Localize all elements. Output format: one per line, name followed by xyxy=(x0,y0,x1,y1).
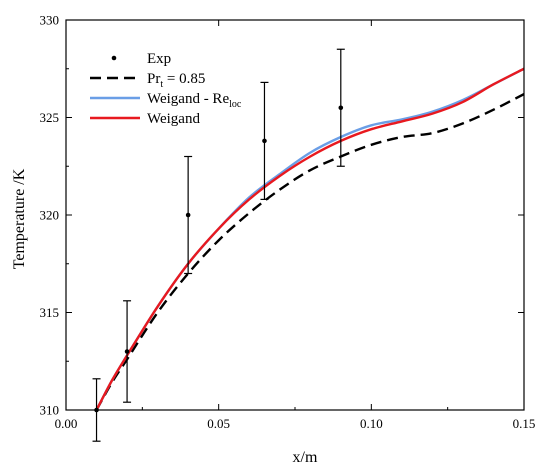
legend-label-sub-2: loc xyxy=(229,99,242,110)
legend-label-2: Weigand - Reloc xyxy=(147,91,242,110)
x-axis-title: x/m xyxy=(293,449,318,466)
axes: 0.00 0.05 0.10 0.15 310 315 320 325 330 xyxy=(40,13,536,432)
series-lines xyxy=(95,67,524,410)
x-tick-label-3: 0.15 xyxy=(513,416,536,431)
y-tick-label-4: 330 xyxy=(40,13,60,28)
y-tick-label-1: 315 xyxy=(40,305,60,320)
series-line-3 xyxy=(95,67,524,410)
x-tick-label-1: 0.05 xyxy=(207,416,230,431)
legend-label-0: Exp xyxy=(147,51,171,67)
legend-label-main-2: Weigand - Re xyxy=(147,91,229,107)
y-tick-label-2: 320 xyxy=(40,208,60,223)
legend-label-3: Weigand xyxy=(147,111,200,127)
exp-point-2 xyxy=(185,212,191,218)
legend-label-main-3: Weigand xyxy=(147,111,200,127)
legend-entry-3: Weigand xyxy=(90,111,200,127)
legend-label-suffix-1: = 0.85 xyxy=(163,71,205,87)
legend-marker-0 xyxy=(111,55,117,61)
exp-point-1 xyxy=(124,349,130,354)
legend-label-main-1: Pr xyxy=(147,71,160,87)
y-tick-label-3: 325 xyxy=(40,110,60,125)
legend-label-1: Prt = 0.85 xyxy=(147,71,205,90)
exp-points xyxy=(92,48,345,442)
plot-area xyxy=(92,48,524,442)
exp-point-3 xyxy=(262,138,267,144)
legend-entry-2: Weigand - Reloc xyxy=(90,91,242,110)
y-axis-title: Temperature /K xyxy=(11,168,28,269)
exp-point-4 xyxy=(338,105,344,111)
legend-label-sub-1: t xyxy=(160,79,163,90)
series-line-1 xyxy=(95,93,524,410)
x-tick-label-2: 0.10 xyxy=(360,416,383,431)
x-tick-label-0: 0.00 xyxy=(55,416,78,431)
legend-entry-0: Exp xyxy=(111,51,171,67)
legend-entry-1: Prt = 0.85 xyxy=(90,71,205,90)
legend-label-main-0: Exp xyxy=(147,51,171,67)
y-tick-label-0: 310 xyxy=(40,403,60,418)
